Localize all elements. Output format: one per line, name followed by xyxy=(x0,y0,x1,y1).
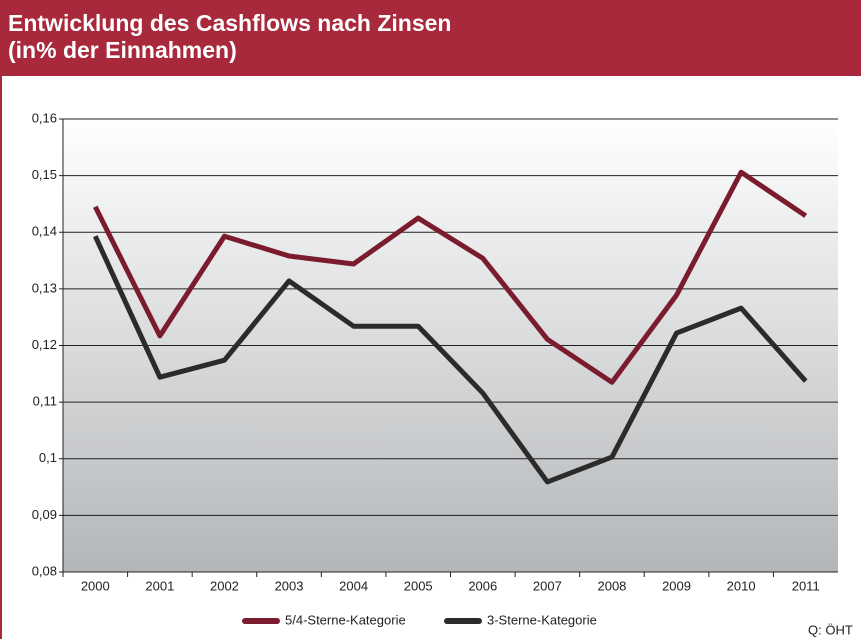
line-series xyxy=(93,169,808,385)
x-tick-label: 2011 xyxy=(792,578,820,593)
x-tick-label: 2004 xyxy=(339,578,368,593)
y-tick-label: 0,08 xyxy=(32,563,57,578)
y-tick-label: 0,13 xyxy=(32,280,57,295)
x-tick-label: 2008 xyxy=(597,578,626,593)
x-tick-label: 2005 xyxy=(404,578,433,593)
y-tick-label: 0,14 xyxy=(32,224,57,239)
y-tick-label: 0,1 xyxy=(39,450,57,465)
chart-title: Entwicklung des Cashflows nach Zinsen xyxy=(8,10,452,36)
line-series xyxy=(93,235,808,485)
x-tick-label: 2007 xyxy=(533,578,562,593)
x-tick-label: 2002 xyxy=(210,578,239,593)
x-tick-label: 2009 xyxy=(662,578,691,593)
y-tick-label: 0,09 xyxy=(32,507,57,522)
y-tick-label: 0,11 xyxy=(33,394,57,409)
x-tick-label: 2003 xyxy=(275,578,304,593)
x-tick-label: 2006 xyxy=(468,578,497,593)
y-tick-label: 0,16 xyxy=(32,110,57,125)
legend-label: 5/4-Sterne-Kategorie xyxy=(285,612,406,627)
chart-subtitle: (in% der Einnahmen) xyxy=(8,37,237,63)
y-tick-label: 0,12 xyxy=(32,337,57,352)
legend-label: 3-Sterne-Kategorie xyxy=(487,612,597,627)
y-tick-label: 0,15 xyxy=(32,167,57,182)
x-tick-label: 2010 xyxy=(727,578,756,593)
title-banner: Entwicklung des Cashflows nach Zinsen (i… xyxy=(0,0,861,76)
x-tick-label: 2000 xyxy=(81,578,110,593)
x-tick-label: 2001 xyxy=(145,578,174,593)
source-note: Q: ÖHT xyxy=(808,622,853,637)
